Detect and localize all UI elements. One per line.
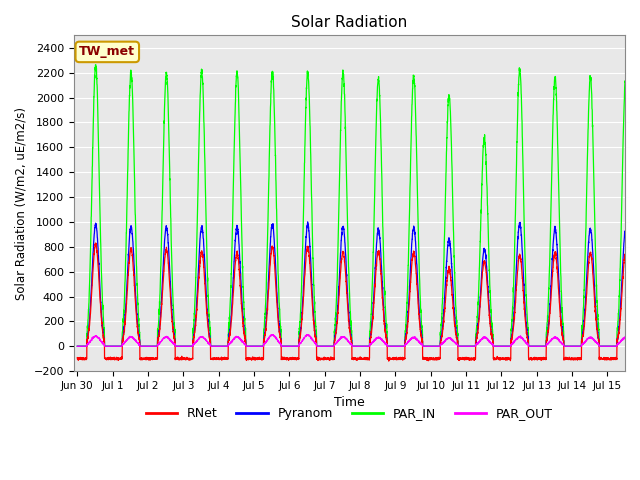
- RNet: [558, 327, 566, 333]
- RNet: [92, 240, 100, 246]
- Pyranom: [381, 323, 389, 328]
- PAR_OUT: [74, 343, 81, 349]
- Line: RNet: RNet: [77, 243, 640, 361]
- RNet: [74, 355, 81, 360]
- Pyranom: [191, 327, 198, 333]
- PAR_IN: [412, 104, 419, 109]
- PAR_IN: [381, 302, 389, 308]
- Pyranom: [412, 238, 419, 244]
- PAR_IN: [191, 306, 198, 312]
- RNet: [381, 326, 389, 332]
- X-axis label: Time: Time: [334, 396, 365, 409]
- Line: PAR_IN: PAR_IN: [77, 65, 640, 346]
- Line: PAR_OUT: PAR_OUT: [77, 335, 640, 346]
- PAR_OUT: [639, 343, 640, 349]
- PAR_OUT: [515, 335, 523, 340]
- PAR_OUT: [543, 341, 551, 347]
- PAR_IN: [515, 71, 523, 77]
- Pyranom: [74, 343, 81, 349]
- Pyranom: [557, 321, 565, 327]
- PAR_OUT: [304, 332, 312, 337]
- PAR_IN: [74, 343, 81, 349]
- PAR_IN: [92, 62, 99, 68]
- Pyranom: [543, 335, 551, 340]
- PAR_OUT: [191, 341, 198, 347]
- Text: TW_met: TW_met: [79, 46, 135, 59]
- Title: Solar Radiation: Solar Radiation: [291, 15, 408, 30]
- PAR_IN: [543, 323, 551, 329]
- RNet: [385, 358, 392, 364]
- RNet: [191, 330, 198, 336]
- RNet: [515, 254, 523, 260]
- RNet: [543, 337, 551, 343]
- PAR_IN: [557, 293, 565, 299]
- Y-axis label: Solar Radiation (W/m2, uE/m2/s): Solar Radiation (W/m2, uE/m2/s): [15, 107, 28, 300]
- PAR_OUT: [381, 341, 389, 347]
- Pyranom: [639, 343, 640, 349]
- Pyranom: [304, 219, 312, 225]
- PAR_OUT: [557, 339, 565, 345]
- RNet: [412, 262, 419, 268]
- PAR_OUT: [412, 335, 419, 340]
- PAR_IN: [639, 343, 640, 349]
- Legend: RNet, Pyranom, PAR_IN, PAR_OUT: RNet, Pyranom, PAR_IN, PAR_OUT: [141, 402, 558, 425]
- Line: Pyranom: Pyranom: [77, 222, 640, 346]
- Pyranom: [515, 221, 523, 227]
- RNet: [639, 356, 640, 362]
